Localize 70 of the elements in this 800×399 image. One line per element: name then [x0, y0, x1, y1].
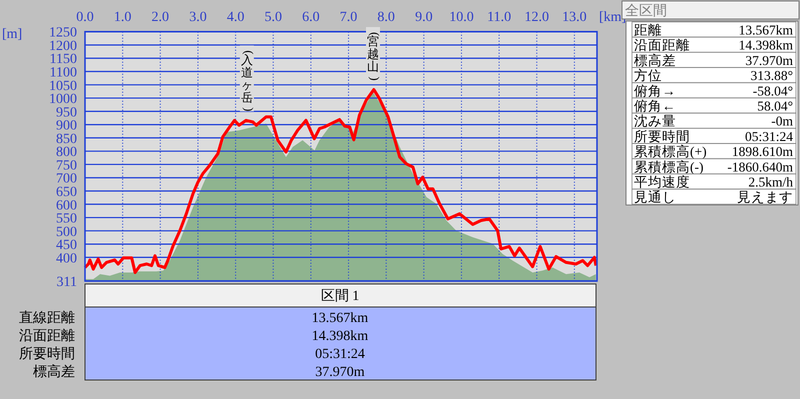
x-tick-label: 9.0: [415, 10, 433, 25]
y-tick-label: 850: [56, 132, 77, 147]
y-tick-label: 800: [56, 145, 77, 160]
y-tick-label: 950: [56, 105, 77, 120]
text: 14.398km: [738, 38, 794, 53]
y-tick-label: 1150: [50, 52, 77, 68]
x-tick-label: 7.0: [340, 10, 358, 25]
text: 距離: [634, 22, 662, 38]
text: 05:31:24: [315, 347, 365, 362]
annotation: (宮越山): [367, 32, 382, 81]
y-tick-label: 1050: [49, 78, 77, 94]
text: 全区間: [625, 3, 667, 19]
text: 所要時間: [19, 346, 75, 362]
x-tick-label: 13.0: [562, 10, 587, 25]
y-tick-label: 900: [56, 118, 77, 134]
y-tick-label: 650: [56, 184, 77, 200]
x-tick-label: 12.0: [524, 10, 550, 25]
text: 俯角→: [634, 83, 676, 98]
text: 累積標高(+): [634, 144, 707, 160]
x-tick-label: 11.0: [487, 10, 512, 25]
y-tick-label: 1000: [49, 92, 77, 108]
y-tick-label: 450: [56, 238, 77, 254]
x-tick-label: 1.0: [114, 10, 132, 25]
text: 方位: [634, 68, 662, 84]
x-tick-label: 10.0: [449, 10, 474, 25]
text: 13.567km: [738, 22, 794, 38]
text: 1898.610m: [732, 144, 794, 160]
text: 俯角←: [634, 98, 676, 114]
text: 313.88°: [750, 68, 793, 84]
y-tick-label: 1100: [50, 66, 77, 81]
y-tick-label: 311: [56, 275, 77, 290]
x-tick-label: 0.0: [76, 10, 94, 25]
y-tick-label: 1200: [49, 38, 77, 54]
y-axis-title: [m]: [2, 27, 22, 42]
y-tick-label: 600: [56, 198, 77, 214]
x-tick-label: 3.0: [189, 10, 207, 25]
x-tick-label: 2.0: [152, 10, 170, 25]
text: 標高差: [634, 52, 676, 68]
text: 37.970m: [315, 365, 365, 380]
x-tick-label: 6.0: [302, 10, 320, 25]
y-tick-label: 700: [56, 172, 77, 187]
text: 沈み量: [634, 114, 676, 129]
text: 2.5km/h: [748, 174, 794, 190]
y-tick-label: 400: [56, 251, 77, 266]
x-tick-label: 5.0: [264, 10, 282, 25]
text: 13.567km: [312, 311, 368, 326]
text: 沿面距離: [634, 38, 690, 53]
x-tick-label: 8.0: [377, 10, 395, 25]
y-tick-label: 1250: [49, 26, 77, 41]
y-tick-label: 750: [56, 158, 77, 174]
text: 見通し: [634, 190, 676, 205]
annotation: (入道ヶ岳): [240, 50, 256, 112]
text: 累積標高(-): [634, 159, 704, 174]
text: 05:31:24: [744, 128, 794, 144]
text: -58.04°: [752, 83, 793, 98]
text: 平均速度: [634, 174, 690, 190]
x-tick-label: 4.0: [226, 10, 244, 25]
text: -1860.640m: [727, 159, 794, 174]
text: 58.04°: [757, 98, 793, 114]
text: 14.398km: [312, 329, 368, 344]
text: 直線距離: [19, 310, 75, 326]
y-tick-label: 500: [56, 224, 77, 240]
text: 見えます: [737, 190, 793, 205]
y-tick-label: 550: [56, 212, 77, 227]
text: 区間 1: [320, 289, 360, 304]
text: 所要時間: [634, 128, 690, 144]
text: 沿面距離: [19, 328, 75, 344]
text: -0m: [771, 114, 794, 129]
text: 標高差: [33, 364, 75, 380]
text: 37.970m: [745, 52, 794, 68]
